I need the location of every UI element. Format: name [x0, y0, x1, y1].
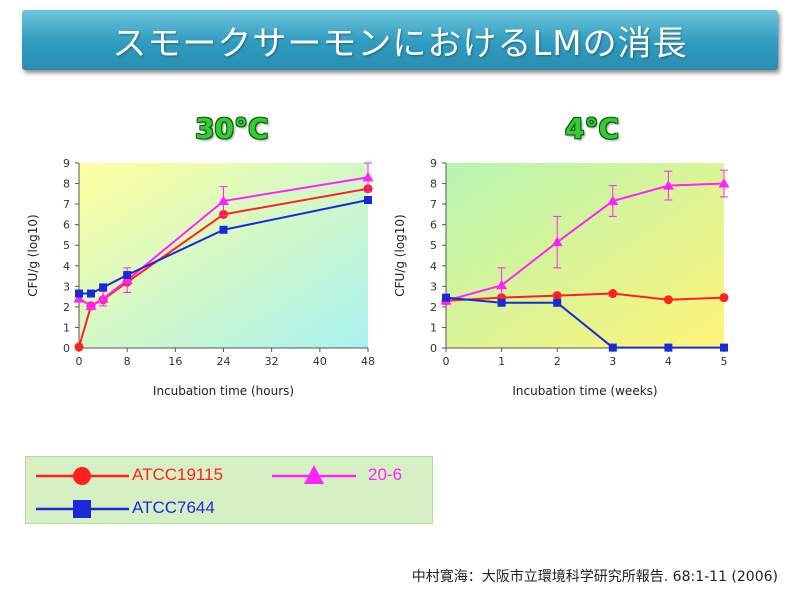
point-atcc19115-30c: [363, 184, 373, 194]
point-atcc7644-30c: [123, 271, 132, 280]
y-tick-label-30c: 0: [63, 342, 70, 355]
point-atcc7644-4c: [664, 343, 673, 352]
legend-label-20-6: 20-6: [368, 465, 403, 484]
y-tick-label-30c: 8: [63, 178, 70, 191]
point-20-6-4c: [496, 279, 508, 290]
point-20-6-30c: [97, 293, 109, 303]
y-tick-label-4c: 5: [430, 239, 437, 252]
x-tick-label-30c: 48: [361, 355, 375, 368]
x-tick-label-30c: 16: [168, 355, 182, 368]
y-tick-label-30c: 3: [63, 280, 70, 293]
series-line-atcc19115-30c: [78, 187, 369, 348]
y-tick-label-4c: 3: [430, 280, 437, 293]
x-tick-label-4c: 2: [554, 355, 561, 368]
point-atcc7644-30c: [364, 196, 372, 204]
slide-title: スモークサーモンにおけるLMの消長: [112, 23, 688, 64]
point-atcc19115-30c: [122, 277, 132, 287]
point-20-6-30c: [121, 274, 133, 285]
y-tick-label-30c: 7: [63, 198, 70, 211]
point-atcc19115-4c: [663, 295, 673, 305]
point-atcc7644-4c: [497, 298, 506, 307]
title-banner: スモークサーモンにおけるLMの消長: [22, 10, 778, 70]
series-line-atcc7644-4c: [445, 296, 724, 349]
y-tick-label-4c: 8: [430, 178, 437, 191]
y-tick-label-30c: 5: [63, 239, 70, 252]
point-atcc7644-4c: [442, 293, 450, 302]
x-tick-label-4c: 5: [721, 355, 728, 368]
y-tick-label-30c: 9: [63, 157, 70, 170]
y-tick-label-30c: 4: [63, 260, 70, 273]
legend-label-atcc19115: ATCC19115: [132, 465, 224, 484]
point-atcc7644-4c: [720, 343, 728, 352]
point-atcc7644-4c: [553, 298, 562, 307]
y-tick-label-4c: 7: [430, 198, 437, 211]
x-tick-label-4c: 1: [498, 355, 505, 368]
x-tick-label-4c: 4: [665, 355, 672, 368]
point-atcc7644-30c: [219, 225, 228, 234]
x-tick-label-30c: 8: [124, 355, 131, 368]
point-20-6-30c: [85, 300, 97, 310]
y-tick-label-4c: 6: [430, 219, 437, 232]
y-tick-label-30c: 2: [63, 301, 70, 314]
y-tick-label-4c: 9: [430, 157, 437, 170]
legend-label-atcc7644: ATCC7644: [132, 498, 215, 517]
y-tick-label-30c: 6: [63, 219, 70, 232]
series-line-20-6-4c: [445, 182, 725, 302]
y-tick-label-4c: 1: [430, 321, 437, 334]
y-axis-label-30c: CFU/g (log10): [26, 214, 40, 296]
series-line-atcc7644-30c: [79, 199, 369, 295]
point-20-6-4c: [718, 178, 730, 188]
point-20-6-4c: [607, 195, 619, 206]
legend: ATCC19115 20-6 ATCC7644: [25, 456, 433, 524]
point-atcc19115-30c: [86, 301, 96, 311]
x-tick-label-4c: 0: [443, 355, 450, 368]
point-20-6-4c: [551, 236, 563, 247]
point-20-6-4c: [440, 295, 452, 305]
point-atcc19115-30c: [98, 295, 108, 305]
y-tick-label-4c: 0: [430, 342, 437, 355]
legend-marker-atcc7644: [73, 500, 91, 518]
x-axis-label-4c: Incubation time (weeks): [512, 384, 657, 398]
chart-title-4c: 4°C: [565, 112, 620, 145]
x-tick-label-30c: 24: [217, 355, 231, 368]
x-tick-label-30c: 0: [76, 355, 83, 368]
plot-area-30c: [79, 163, 368, 348]
point-atcc19115-4c: [552, 291, 562, 301]
point-atcc19115-30c: [74, 342, 84, 352]
chart-title-30c: 30°C: [195, 112, 269, 145]
y-tick-label-4c: 2: [430, 301, 437, 314]
y-tick-label-4c: 4: [430, 260, 437, 273]
series-line-atcc19115-4c: [445, 292, 725, 302]
series-line-20-6-30c: [78, 176, 369, 308]
x-tick-label-30c: 32: [265, 355, 279, 368]
point-20-6-30c: [218, 195, 229, 206]
point-atcc19115-4c: [441, 296, 451, 306]
point-atcc19115-4c: [719, 293, 729, 303]
citation: 中村寛海：大阪市立環境科学研究所報告. 68:1-11 (2006): [411, 569, 778, 585]
x-tick-label-30c: 40: [313, 355, 327, 368]
point-atcc7644-30c: [99, 283, 108, 292]
point-20-6-30c: [73, 293, 85, 303]
y-tick-label-30c: 1: [63, 321, 70, 334]
y-axis-label-4c: CFU/g (log10): [393, 214, 407, 296]
point-atcc7644-30c: [75, 289, 83, 298]
point-atcc19115-4c: [608, 289, 618, 299]
plot-area-4c: [446, 163, 724, 348]
point-atcc7644-30c: [87, 289, 96, 298]
point-20-6-4c: [662, 180, 674, 190]
legend-marker-atcc19115: [73, 467, 91, 485]
point-atcc19115-4c: [497, 293, 507, 303]
point-20-6-30c: [362, 171, 374, 182]
point-atcc7644-4c: [608, 343, 617, 352]
x-tick-label-4c: 3: [609, 355, 616, 368]
point-atcc19115-30c: [219, 209, 228, 219]
x-axis-label-30c: Incubation time (hours): [153, 384, 294, 398]
legend-marker-20-6: [304, 465, 324, 484]
